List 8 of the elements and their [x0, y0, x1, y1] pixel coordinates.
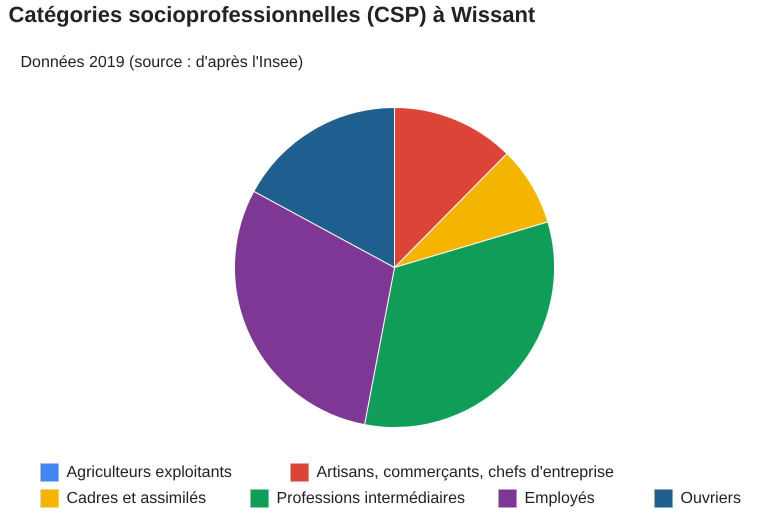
legend-label: Ouvriers	[680, 490, 741, 507]
legend-label: Artisans, commerçants, chefs d'entreprise	[316, 464, 614, 481]
legend-label: Cadres et assimilés	[66, 490, 206, 507]
legend-label: Employés	[524, 490, 595, 507]
chart-title: Catégories socioprofessionnelles (CSP) à Wissant	[8, 2, 536, 27]
legend-label: Agriculteurs exploitants	[66, 464, 232, 481]
legend-label: Professions intermédiaires	[276, 490, 466, 507]
chart-subtitle: Données 2019 (source : d'après l'Insee)	[20, 54, 304, 71]
